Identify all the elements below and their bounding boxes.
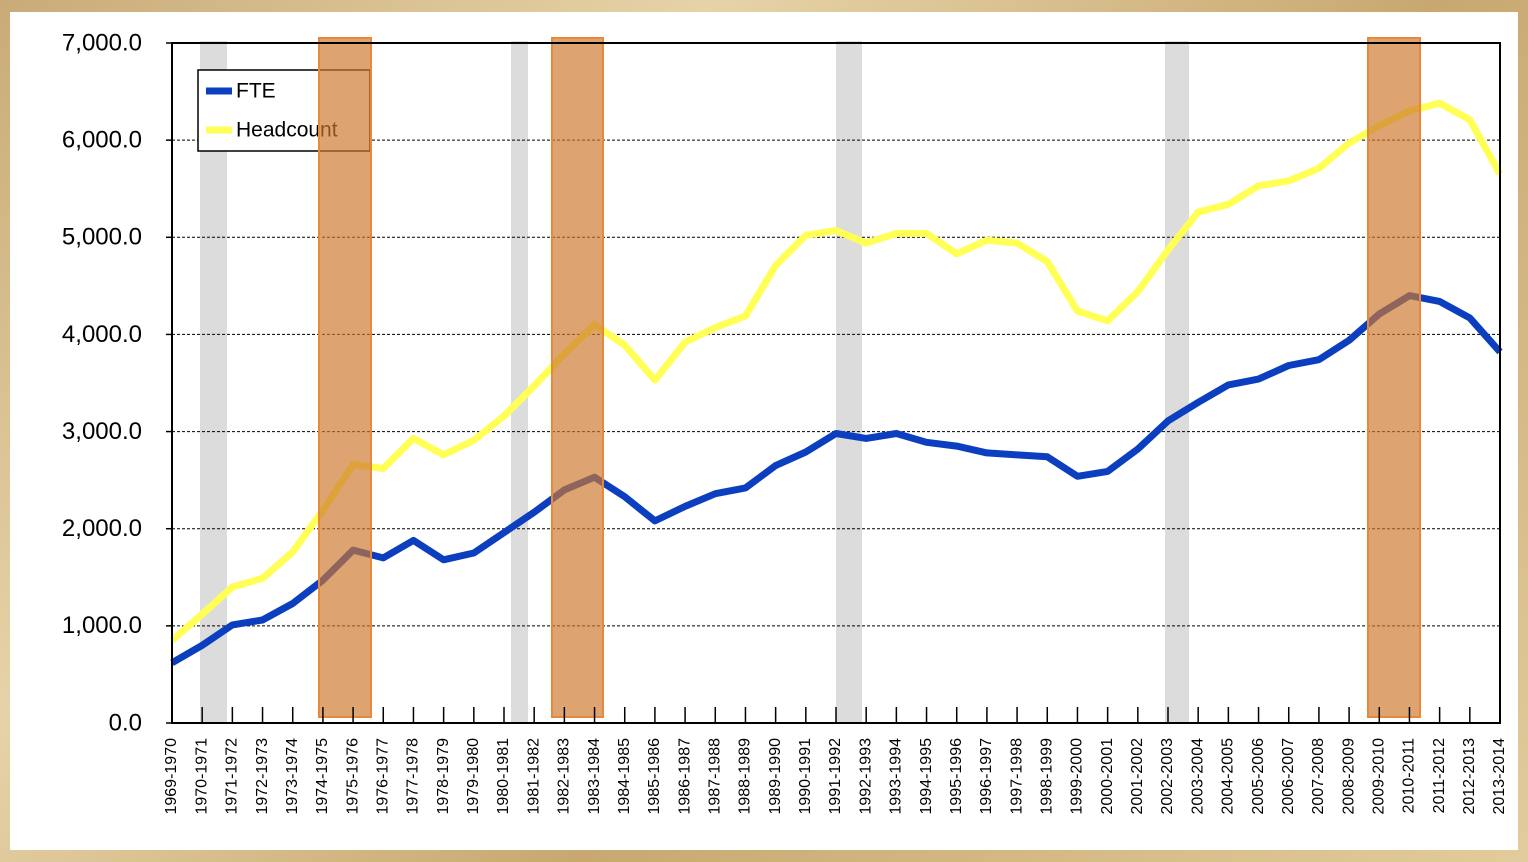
x-tick-label: 2011-2012 (1431, 738, 1448, 813)
x-tick-label: 1989-1990 (767, 738, 784, 815)
x-tick-label: 1995-1996 (948, 738, 965, 815)
orange-band (1367, 37, 1421, 718)
x-tick-label: 1991-1992 (827, 738, 844, 815)
legend-label: Headcount (236, 119, 338, 142)
orange-bands (318, 37, 1421, 718)
y-tick-label: 2,000.0 (62, 515, 142, 542)
x-tick-label: 2002-2003 (1159, 738, 1176, 815)
y-tick-label: 6,000.0 (62, 126, 142, 153)
x-tick-label: 1978-1979 (435, 738, 452, 815)
x-tick-label: 1993-1994 (888, 738, 905, 815)
gray-bands (200, 41, 1189, 723)
x-tick-label: 1987-1988 (706, 738, 723, 815)
x-tick-label: 1988-1989 (737, 738, 754, 815)
x-tick-label: 1977-1978 (405, 738, 422, 815)
x-tick-label: 1994-1995 (918, 738, 935, 815)
x-tick-label: 1985-1986 (646, 738, 663, 815)
y-tick-label: 0.0 (109, 709, 142, 736)
lines (169, 99, 1504, 666)
y-tick-label: 4,000.0 (62, 321, 142, 348)
x-tick-label: 1981-1982 (525, 738, 542, 815)
grid (172, 139, 1500, 627)
y-tick-label: 7,000.0 (62, 29, 142, 56)
x-tick-label: 2009-2010 (1370, 738, 1387, 815)
x-tick-label: 2010-2011 (1401, 738, 1418, 813)
x-tick-label: 1999-2000 (1069, 738, 1086, 815)
x-tick-label: 2008-2009 (1340, 738, 1357, 815)
x-tick-label: 2005-2006 (1250, 738, 1267, 815)
x-tick-label: 1992-1993 (857, 738, 874, 815)
y-tick-label: 1,000.0 (62, 612, 142, 639)
x-tick-label: 1984-1985 (616, 738, 633, 815)
x-tick-label: 1972-1973 (254, 738, 271, 815)
x-tick-label: 1982-1983 (556, 738, 573, 815)
x-tick-label: 1969-1970 (163, 738, 180, 815)
x-tick-label: 1976-1977 (374, 738, 391, 815)
x-tick-label: 2012-2013 (1461, 738, 1478, 815)
gray-band (1165, 41, 1189, 723)
x-tick-label: 2003-2004 (1189, 738, 1206, 815)
legend-label: FTE (236, 80, 276, 103)
x-tick-label: 2000-2001 (1099, 738, 1116, 815)
x-tick-label: 1973-1974 (284, 738, 301, 815)
x-tick-label: 1971-1972 (224, 738, 241, 815)
x-tick-label: 2004-2005 (1220, 738, 1237, 815)
series-line (170, 292, 1503, 666)
x-tick-label: 2001-2002 (1129, 738, 1146, 815)
axes: 0.0 1,000.0 2,000.0 3,000.0 4,000.0 5,000.0 6,… (62, 29, 1508, 814)
gray-band (511, 41, 528, 723)
x-tick-label: 1998-1999 (1038, 738, 1055, 815)
x-tick-label: 1983-1984 (586, 738, 603, 815)
x-tick-label: 1990-1991 (797, 738, 814, 815)
x-tick-label: 1974-1975 (314, 738, 331, 815)
x-tick-label: 2006-2007 (1280, 738, 1297, 815)
x-tick-label: 1980-1981 (495, 738, 512, 815)
x-tick-label: 1979-1980 (465, 738, 482, 815)
orange-band (551, 37, 604, 718)
series-line (169, 99, 1504, 644)
gray-band (836, 41, 862, 723)
x-tick-label: 1997-1998 (1008, 738, 1025, 815)
x-tick-label: 1986-1987 (676, 738, 693, 815)
x-tick-label: 2007-2008 (1310, 738, 1327, 815)
x-tick-label: 1970-1971 (193, 738, 210, 815)
y-tick-label: 5,000.0 (62, 224, 142, 251)
y-tick-label: 3,000.0 (62, 418, 142, 445)
x-tick-label: 1996-1997 (978, 738, 995, 815)
x-tick-label: 1975-1976 (344, 738, 361, 815)
orange-band (318, 37, 372, 718)
x-tick-label: 2013-2014 (1491, 738, 1508, 815)
